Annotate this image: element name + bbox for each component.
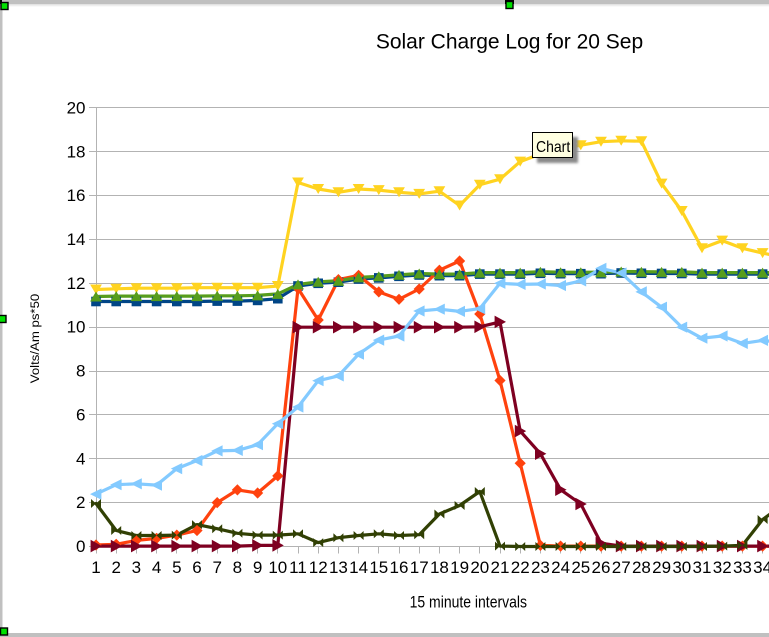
svg-text:0: 0 [76, 537, 85, 556]
svg-text:16: 16 [390, 558, 409, 577]
svg-text:13: 13 [329, 558, 348, 577]
svg-text:Chart: Chart [536, 139, 571, 156]
svg-text:23: 23 [531, 558, 550, 577]
svg-text:19: 19 [450, 558, 469, 577]
svg-text:31: 31 [693, 558, 712, 577]
svg-text:25: 25 [571, 558, 590, 577]
svg-text:20: 20 [470, 558, 489, 577]
svg-text:34: 34 [753, 558, 769, 577]
svg-text:4: 4 [152, 558, 161, 577]
svg-text:28: 28 [632, 558, 651, 577]
svg-text:14: 14 [67, 230, 86, 249]
svg-text:10: 10 [268, 558, 287, 577]
svg-text:2: 2 [111, 558, 120, 577]
svg-text:18: 18 [430, 558, 449, 577]
svg-text:21: 21 [491, 558, 510, 577]
svg-text:6: 6 [192, 558, 201, 577]
svg-text:12: 12 [67, 274, 86, 293]
svg-text:10: 10 [67, 318, 86, 337]
svg-text:27: 27 [612, 558, 631, 577]
svg-text:11: 11 [289, 558, 307, 577]
svg-text:22: 22 [511, 558, 530, 577]
svg-text:4: 4 [76, 449, 85, 468]
svg-text:15 minute intervals: 15 minute intervals [410, 593, 528, 611]
svg-text:26: 26 [592, 558, 611, 577]
svg-text:8: 8 [76, 362, 85, 381]
svg-text:12: 12 [309, 558, 328, 577]
svg-text:32: 32 [713, 558, 732, 577]
svg-text:1: 1 [91, 558, 100, 577]
svg-text:8: 8 [233, 558, 242, 577]
svg-text:16: 16 [67, 186, 86, 205]
svg-text:18: 18 [67, 142, 86, 161]
svg-text:2: 2 [76, 493, 85, 512]
svg-text:29: 29 [652, 558, 671, 577]
svg-text:17: 17 [410, 558, 429, 577]
svg-text:Volts/Am ps*50: Volts/Am ps*50 [29, 294, 42, 383]
svg-text:20: 20 [67, 98, 86, 117]
svg-text:15: 15 [369, 558, 388, 577]
svg-text:14: 14 [349, 558, 368, 577]
svg-text:24: 24 [551, 558, 570, 577]
svg-text:Solar Charge Log for 20 Sep: Solar Charge Log for 20 Sep [376, 31, 643, 54]
svg-text:6: 6 [76, 405, 85, 424]
svg-text:33: 33 [733, 558, 752, 577]
svg-text:30: 30 [672, 558, 691, 577]
svg-text:5: 5 [172, 558, 181, 577]
svg-text:3: 3 [132, 558, 141, 577]
svg-text:7: 7 [212, 558, 221, 577]
svg-text:9: 9 [253, 558, 262, 577]
